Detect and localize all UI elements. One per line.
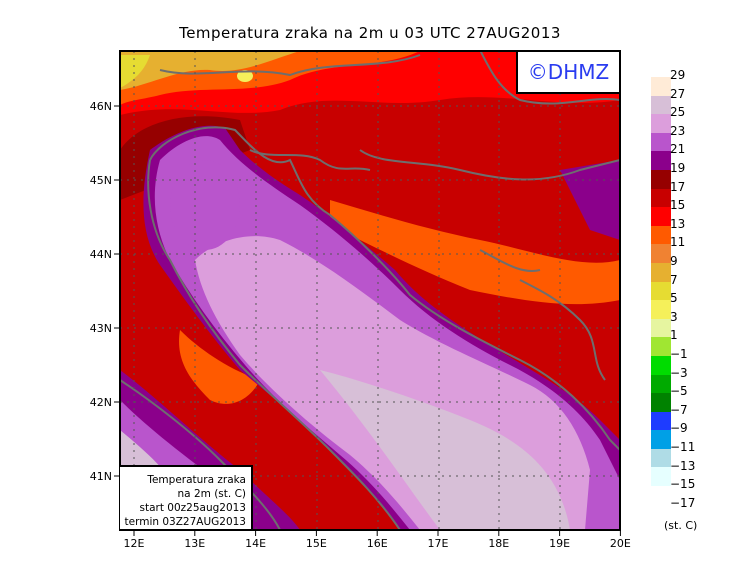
colorbar-swatch	[651, 244, 671, 263]
colorbar-swatch	[651, 95, 671, 115]
lon-tick-label: 16E	[367, 537, 388, 550]
lat-tick-label: 46N	[90, 100, 112, 113]
colorbar-swatch	[651, 393, 671, 412]
colorbar-swatch	[651, 114, 671, 133]
lat-tick-label: 45N	[90, 174, 112, 187]
info-line: start 00z25aug2013	[139, 502, 246, 514]
lon-tick-label: 17E	[428, 537, 449, 550]
map-title: Temperatura zraka na 2m u 03 UTC 27AUG20…	[179, 24, 561, 42]
lon-tick-label: 20E	[610, 537, 631, 550]
info-line: na 2m (st. C)	[177, 488, 246, 500]
colorbar-swatch	[651, 337, 671, 356]
colorbar-label: 27	[670, 86, 686, 101]
colorbar	[651, 77, 671, 487]
colorbar-swatch	[651, 225, 671, 245]
colorbar-swatch	[651, 300, 671, 319]
colorbar-swatch	[651, 467, 671, 487]
colorbar-swatch	[651, 132, 671, 152]
colorbar-label: −1	[670, 347, 688, 361]
info-line: Temperatura zraka	[147, 474, 246, 486]
colorbar-swatch	[651, 188, 671, 208]
colorbar-units: (st. C)	[664, 519, 698, 532]
north-adriatic-purple	[170, 160, 240, 250]
coastlines-and-borders	[120, 51, 620, 530]
band-inland-orange	[330, 200, 620, 305]
colorbar-label: 15	[670, 198, 686, 213]
colorbar-label: 7	[670, 272, 678, 287]
colorbar-swatch	[651, 448, 671, 468]
colorbar-label: 19	[670, 161, 686, 175]
colorbar-swatch	[651, 374, 671, 394]
colorbar-swatch	[651, 169, 671, 189]
lat-tick-label: 42N	[90, 396, 112, 409]
colorbar-label: −17	[670, 495, 696, 510]
graticule	[120, 51, 620, 530]
colorbar-label: 9	[670, 254, 678, 268]
lon-tick-label: 14E	[245, 537, 266, 550]
colorbar-swatch	[651, 411, 671, 431]
colorbar-label: 21	[670, 142, 686, 157]
lon-tick-label: 15E	[306, 537, 327, 550]
lat-tick-label: 43N	[90, 322, 112, 335]
band-italy-orange	[179, 330, 260, 404]
colorbar-label: 13	[670, 216, 686, 231]
warm-spot	[237, 70, 253, 82]
adriatic-center	[320, 370, 570, 530]
colorbar-label: 3	[670, 309, 678, 324]
colorbar-label: 17	[670, 179, 686, 194]
colorbar-swatch	[651, 281, 671, 301]
colorbar-swatch	[651, 207, 671, 226]
colorbar-swatch	[651, 151, 671, 170]
colorbar-label: −11	[670, 440, 696, 454]
colorbar-label: −15	[670, 477, 696, 492]
colorbar-label: −3	[670, 365, 688, 380]
band-5-7	[120, 55, 150, 88]
colorbar-label: 29	[670, 68, 686, 82]
lon-tick-label: 12E	[124, 537, 145, 550]
colorbar-swatch	[651, 77, 671, 96]
colorbar-swatch	[651, 318, 671, 338]
dhmz-logo: ©DHMZ	[516, 52, 619, 94]
colorbar-swatch	[651, 262, 671, 282]
info-box: Temperatura zraka na 2m (st. C) start 00…	[120, 465, 253, 529]
band-7-9	[120, 51, 300, 90]
map-frame	[119, 50, 621, 531]
lat-tick-label: 44N	[90, 248, 112, 261]
colorbar-swatch	[651, 430, 671, 449]
colorbar-label: 11	[670, 235, 686, 250]
colorbar-label: 5	[670, 291, 678, 306]
lat-tick-label: 41N	[90, 470, 112, 483]
colorbar-label: 23	[670, 123, 686, 138]
colorbar-label: −13	[670, 458, 696, 473]
colorbar-label: −5	[670, 384, 688, 399]
lon-tick-label: 13E	[184, 537, 205, 550]
colorbar-swatch	[651, 355, 671, 375]
lon-tick-label: 19E	[549, 537, 570, 550]
colorbar-label: −7	[670, 402, 688, 417]
lon-tick-label: 18E	[488, 537, 509, 550]
colorbar-label: 1	[670, 328, 678, 343]
colorbar-label: −9	[670, 421, 688, 436]
info-line: termin 03Z27AUG2013	[124, 516, 247, 528]
colorbar-label: 25	[670, 105, 686, 120]
